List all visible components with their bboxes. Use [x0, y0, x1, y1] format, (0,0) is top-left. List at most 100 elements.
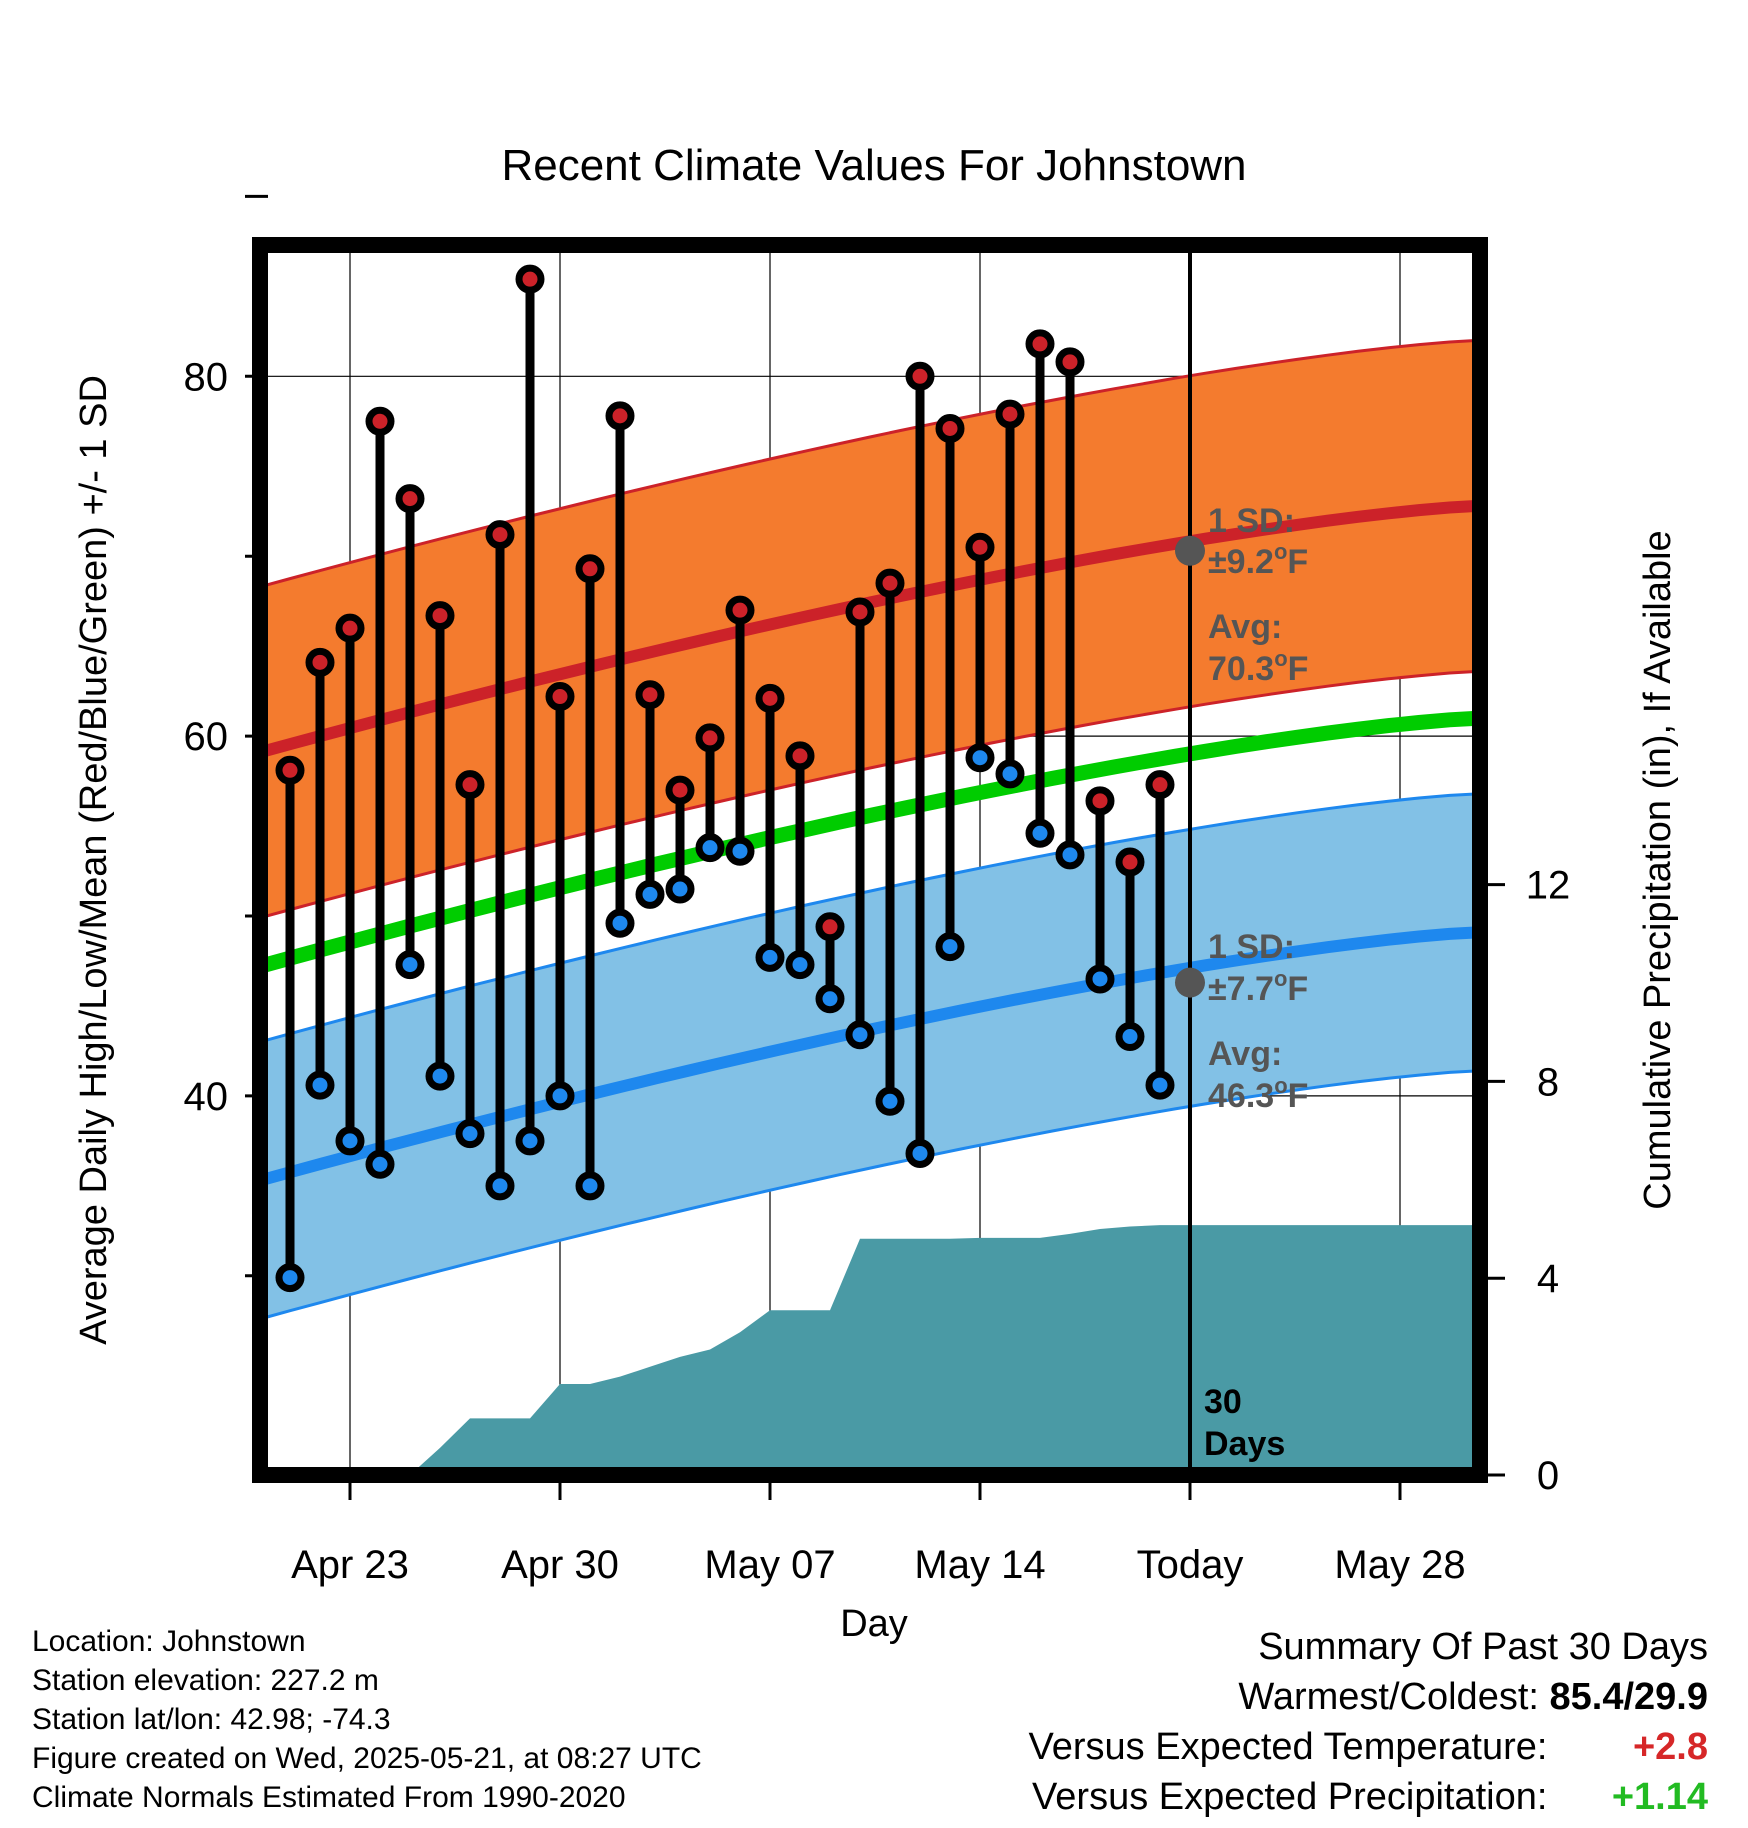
high-point	[1085, 786, 1115, 816]
high-sd-label-part: 1 SD:	[1208, 502, 1295, 540]
high-point	[275, 755, 305, 785]
low-avg-value-part: o	[1274, 1073, 1287, 1098]
warm-cold-label: Warmest/Coldest:	[1238, 1676, 1539, 1718]
low-sd-value-part: ±7.7	[1208, 970, 1274, 1008]
chart-title: Recent Climate Values For Johnstown	[501, 141, 1246, 190]
x-tick-label: Today	[1137, 1543, 1244, 1587]
high-sd-label: 1 SD:	[1208, 502, 1295, 540]
high-point	[515, 264, 545, 294]
low-point	[515, 1126, 545, 1156]
low-point	[425, 1061, 455, 1091]
low-point	[1145, 1070, 1175, 1100]
high-point	[425, 601, 455, 631]
high-point	[815, 912, 845, 942]
precip-label: Versus Expected Precipitation:	[1032, 1776, 1548, 1818]
y2-tick-label: 12	[1526, 864, 1571, 908]
high-sd-value-part: F	[1287, 543, 1308, 581]
low-point	[455, 1119, 485, 1149]
high-point	[965, 532, 995, 562]
high-point	[365, 406, 395, 436]
high-point	[845, 597, 875, 627]
high-point	[905, 361, 935, 391]
low-avg-value-part: 46.3	[1208, 1077, 1274, 1115]
normals-text: Climate Normals Estimated From 1990-2020	[32, 1781, 626, 1814]
low-point	[275, 1263, 305, 1293]
low-point	[1115, 1022, 1145, 1052]
high-point	[935, 413, 965, 443]
high-point	[875, 568, 905, 598]
high-point	[335, 613, 365, 643]
high-avg-label-part: Avg:	[1208, 608, 1282, 646]
high-point	[1025, 329, 1055, 359]
temp-row: Versus Expected Temperature: +2.8	[1029, 1722, 1708, 1772]
high-band-lower-edge	[259, 669, 1481, 920]
low-point	[995, 759, 1025, 789]
high-point	[545, 682, 575, 712]
high-point	[755, 683, 785, 713]
low-point	[1055, 840, 1085, 870]
low-point	[725, 836, 755, 866]
precip-area	[260, 1225, 1480, 1475]
high-point	[665, 775, 695, 805]
low-point	[305, 1070, 335, 1100]
x-tick-label: May 28	[1334, 1543, 1465, 1587]
high-sd-value: ±9.2oF	[1208, 539, 1308, 581]
latlon-text: Station lat/lon: 42.98; -74.3	[32, 1703, 391, 1736]
low-point	[935, 932, 965, 962]
summary-heading: Summary Of Past 30 Days	[1258, 1626, 1708, 1668]
low-sd-label: 1 SD:	[1208, 928, 1295, 966]
summary-panel: Summary Of Past 30 Days Warmest/Coldest:…	[1029, 1622, 1708, 1822]
elevation-text: Station elevation: 227.2 m	[32, 1664, 379, 1697]
high-band-upper-edge	[259, 338, 1481, 589]
high-point	[455, 770, 485, 800]
low-point	[695, 833, 725, 863]
x-axis-label: Day	[840, 1603, 908, 1645]
y2-axis-label: Cumulative Precipitation (in), If Availa…	[1637, 530, 1679, 1209]
low-point	[875, 1086, 905, 1116]
low-point	[1085, 964, 1115, 994]
warm-cold-row: Warmest/Coldest: 85.4/29.9	[1029, 1672, 1708, 1722]
low-point	[785, 950, 815, 980]
low-avg-label: Avg:	[1208, 1035, 1282, 1073]
high-point	[305, 647, 335, 677]
high-point	[1055, 347, 1085, 377]
high-avg-label: Avg:	[1208, 608, 1282, 646]
high-point	[635, 680, 665, 710]
high-avg-value-part: 70.3	[1208, 650, 1274, 688]
high-sd-value-part: ±9.2	[1208, 543, 1274, 581]
low-avg-value-part: F	[1288, 1077, 1309, 1115]
low-avg-marker	[1175, 967, 1205, 998]
low-avg-value: 46.3oF	[1208, 1073, 1308, 1115]
station-info: Location: Johnstown Station elevation: 2…	[32, 1622, 702, 1817]
low-point	[755, 942, 785, 972]
low-avg-label-part: Avg:	[1208, 1035, 1282, 1073]
y-axis-label: Average Daily High/Low/Mean (Red/Blue/Gr…	[73, 375, 115, 1345]
low-point	[575, 1171, 605, 1201]
x-tick-label: Apr 23	[291, 1543, 409, 1587]
high-sd-band	[260, 340, 1480, 918]
low-point	[635, 879, 665, 909]
low-point	[395, 950, 425, 980]
temp-value: +2.8	[1632, 1726, 1708, 1768]
high-point	[785, 741, 815, 771]
x-tick-label: May 07	[704, 1543, 835, 1587]
low-sd-label-part: 1 SD:	[1208, 928, 1295, 966]
high-avg-value-part: F	[1288, 650, 1309, 688]
high-sd-value-part: o	[1274, 539, 1287, 564]
y-tick-label: 60	[184, 715, 229, 759]
low-point	[1025, 818, 1055, 848]
y2-tick-label: 0	[1537, 1454, 1559, 1498]
y-tick-label: 40	[184, 1075, 229, 1119]
y-tick-label: 80	[184, 355, 229, 399]
high-point	[395, 484, 425, 514]
low-band-upper-edge	[259, 792, 1481, 1044]
low-point	[545, 1081, 575, 1111]
high-point	[485, 520, 515, 550]
high-point	[1115, 847, 1145, 877]
high-point	[575, 554, 605, 584]
low-sd-value-part: F	[1287, 970, 1308, 1008]
days-count-label: 30	[1204, 1383, 1242, 1421]
high-avg-value-part: o	[1274, 646, 1287, 671]
low-point	[665, 874, 695, 904]
